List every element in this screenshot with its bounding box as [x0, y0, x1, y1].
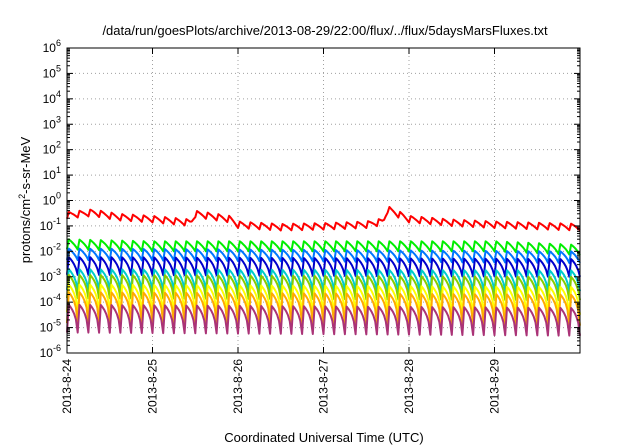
series-line-3: [66, 256, 581, 278]
y-tick-label: 102: [43, 140, 61, 157]
y-axis-label-tail: -s-sr-MeV: [18, 136, 33, 193]
y-tick-label: 10-5: [40, 318, 61, 335]
y-tick-label: 10-2: [40, 241, 61, 258]
y-axis-label-main: protons/cm: [18, 199, 33, 263]
y-tick-label: 10-1: [40, 216, 61, 233]
y-tick-label: 10-4: [40, 292, 61, 309]
x-axis-label: Coordinated Universal Time (UTC): [224, 430, 423, 445]
chart-title: /data/run/goesPlots/archive/2013-08-29/2…: [102, 23, 548, 38]
series-line-2: [66, 247, 581, 264]
y-axis-label-sup: 2: [17, 194, 27, 199]
y-axis-label: protons/cm2-s-sr-MeV: [17, 136, 33, 263]
y-tick-label: 104: [43, 89, 61, 106]
series-line-1: [66, 238, 581, 256]
y-tick-label: 106: [43, 38, 61, 55]
x-tick-label: 2013-8-27: [317, 359, 331, 414]
y-axis-ticks: 10-6 10-5 10-4 10-3 10-2 10-1 100 101 102 103 104 1…: [40, 38, 580, 360]
data-series: [66, 206, 581, 337]
y-tick-label: 10-6: [40, 343, 61, 360]
y-tick-label: 100: [43, 191, 61, 208]
x-tick-label: 2013-8-25: [146, 359, 160, 414]
x-tick-label: 2013-8-26: [231, 359, 245, 414]
y-tick-label: 10-3: [40, 267, 61, 284]
series-line-0: [66, 206, 581, 232]
x-tick-label: 2013-8-24: [60, 359, 74, 414]
x-tick-label: 2013-8-29: [488, 359, 502, 414]
y-tick-label: 103: [43, 114, 61, 131]
x-axis-ticks: 2013-8-24 2013-8-25 2013-8-26 2013-8-27 2013…: [60, 48, 502, 414]
series-line-8: [66, 303, 581, 337]
y-tick-label: 101: [43, 165, 61, 182]
y-tick-label: 105: [43, 63, 61, 80]
x-tick-label: 2013-8-28: [402, 359, 416, 414]
